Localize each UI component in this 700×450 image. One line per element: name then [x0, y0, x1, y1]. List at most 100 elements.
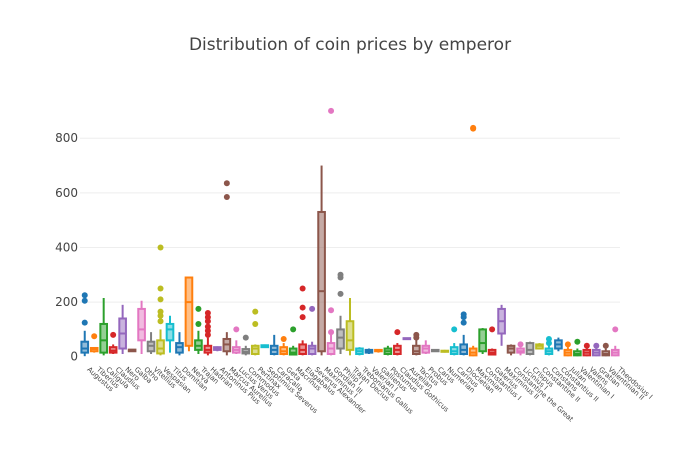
- box-18: [250, 308, 260, 356]
- box-iqr: [307, 344, 317, 355]
- outlier-point: [470, 124, 477, 131]
- box-56: [610, 326, 620, 357]
- outlier-point: [204, 310, 211, 317]
- box-9: [165, 315, 175, 353]
- y-tick-label: 0: [70, 350, 78, 364]
- outlier-point: [81, 292, 88, 299]
- outlier-point: [110, 331, 117, 338]
- box-11: [184, 276, 194, 352]
- outlier-point: [337, 290, 344, 297]
- box-14: [213, 346, 222, 352]
- box-39: [449, 326, 459, 356]
- y-tick-label: 600: [55, 186, 78, 200]
- box-10: [175, 332, 184, 356]
- y-tick-label: 200: [55, 295, 78, 309]
- chart-title: Distribution of coin prices by emperor: [189, 35, 511, 55]
- box-6: [137, 300, 146, 354]
- box-5: [127, 348, 137, 353]
- outlier-point: [583, 342, 590, 349]
- box-36: [421, 340, 431, 354]
- outlier-point: [204, 323, 211, 330]
- outlier-point: [195, 305, 202, 312]
- outlier-point: [545, 335, 552, 342]
- box-42: [478, 328, 487, 354]
- outlier-point: [242, 334, 249, 341]
- box-iqr: [250, 344, 260, 355]
- box-25: [317, 165, 326, 356]
- outlier-point: [252, 320, 259, 327]
- box-15: [222, 180, 232, 356]
- box-29: [355, 347, 364, 356]
- box-16: [232, 326, 241, 354]
- box-51: [563, 341, 573, 357]
- box-21: [279, 335, 288, 356]
- outlier-point: [574, 338, 581, 345]
- box-12: [194, 305, 203, 354]
- outlier-point: [157, 308, 164, 315]
- outlier-point: [612, 326, 619, 333]
- outlier-point: [517, 341, 524, 348]
- box-41: [468, 124, 478, 357]
- box-iqr: [184, 276, 194, 347]
- outlier-point: [413, 331, 420, 338]
- box-iqr: [345, 320, 355, 351]
- box-49: [544, 335, 554, 356]
- box-iqr: [478, 328, 487, 353]
- y-tick-label: 800: [55, 131, 78, 145]
- box-0: [80, 292, 90, 357]
- outlier-point: [337, 271, 344, 278]
- box-24: [307, 305, 317, 356]
- box-33: [393, 329, 402, 356]
- gridlines: [80, 137, 620, 303]
- box-1: [89, 333, 99, 353]
- box-47: [525, 341, 535, 356]
- box-20: [269, 334, 279, 356]
- outlier-point: [394, 329, 401, 336]
- outlier-point: [157, 285, 164, 292]
- box-iqr: [80, 340, 90, 354]
- outlier-point: [81, 319, 88, 326]
- y-axis: 0 200 400 600 800: [55, 131, 78, 363]
- box-37: [430, 348, 440, 353]
- box-17: [241, 334, 251, 356]
- outlier-point: [328, 307, 335, 314]
- box-iqr: [156, 339, 165, 355]
- outlier-point: [593, 342, 600, 349]
- outlier-point: [290, 326, 297, 333]
- outlier-point: [81, 297, 88, 304]
- outlier-point: [328, 329, 335, 336]
- box-13: [203, 310, 213, 356]
- box-23: [298, 285, 307, 356]
- box-32: [383, 345, 393, 356]
- outlier-point: [460, 311, 467, 318]
- box-19: [260, 344, 270, 349]
- box-iqr: [165, 322, 175, 342]
- box-3: [108, 331, 118, 354]
- outlier-point: [299, 314, 306, 321]
- box-iqr: [137, 307, 146, 342]
- box-48: [535, 343, 544, 350]
- box-31: [374, 348, 383, 353]
- box-53: [582, 342, 592, 357]
- box-26: [326, 107, 336, 356]
- outlier-point: [564, 341, 571, 348]
- box-50: [554, 337, 563, 352]
- box-52: [573, 338, 582, 357]
- box-38: [440, 349, 450, 353]
- box-54: [592, 342, 601, 357]
- box-27: [336, 271, 345, 354]
- outlier-point: [280, 335, 287, 342]
- outlier-point: [328, 107, 335, 114]
- outlier-point: [602, 342, 609, 349]
- box-44: [497, 304, 506, 346]
- outlier-point: [157, 318, 164, 325]
- outlier-point: [157, 296, 164, 303]
- outlier-point: [91, 333, 98, 340]
- box-30: [364, 348, 374, 354]
- box-55: [601, 342, 611, 357]
- y-tick-label: 400: [55, 240, 78, 254]
- outlier-point: [195, 320, 202, 327]
- box-iqr: [317, 210, 326, 353]
- box-22: [288, 326, 298, 356]
